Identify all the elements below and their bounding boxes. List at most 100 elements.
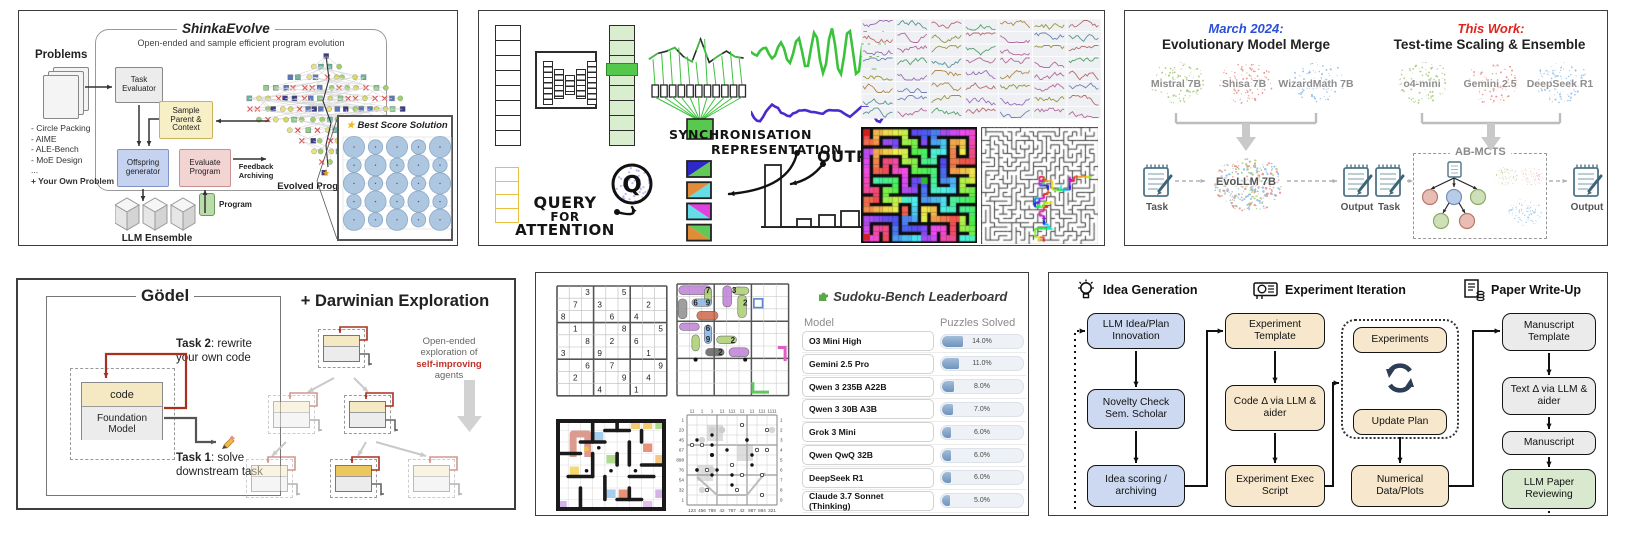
dense-maze-image [981,127,1098,244]
best-score-header: ★ Best Score Solution [339,120,455,131]
svg-text:894: 894 [758,508,766,513]
svg-text:42: 42 [739,508,745,513]
wizardmath-label: WizardMath 7B [1278,78,1354,90]
wizardmath-brain-icon [1287,61,1345,107]
numerical-data-box: Numerical Data/Plots [1351,465,1449,507]
for-word: FOR [550,210,580,224]
svg-text:4: 4 [646,374,651,383]
shinka-subtitle: Open-ended and sample efficient program … [137,38,345,48]
manuscript-template-box: Manuscript Template [1502,313,1596,351]
leaderboard-model-cell: DeepSeek R1 [802,467,934,488]
note-line2: exploration of [420,347,478,359]
problem-item: - MoE Design [31,154,83,165]
svg-text:9: 9 [622,374,627,383]
llm-ensemble-label: LLM Ensemble [121,233,193,244]
search-tree-icon [1421,161,1487,230]
model-merge-title: Evolutionary Model Merge [1161,37,1331,52]
svg-text:9: 9 [597,349,602,358]
puzzles-solved-bar: 5.0% [940,493,1024,509]
svg-text:6: 6 [693,299,698,308]
o4-mini-label: o4-mini [1403,78,1441,90]
abmcts-box: AB-MCTS [1413,146,1547,239]
llm-ensemble-icon [115,197,196,231]
lightbulb-icon [1078,279,1094,299]
llm-paper-reviewing-box: LLM Paper Reviewing [1502,469,1596,509]
leaderboard-model-cell: Grok 3 Mini [802,422,934,443]
novelty-check-box: Novelty Check Sem. Scholar [1087,389,1185,429]
test-time-title: Test-time Scaling & Ensemble [1393,37,1586,52]
march-2024-tag: March 2024: [1208,21,1284,36]
task2-rest: : rewrite your own code [176,338,252,364]
pencil-icon [222,435,235,449]
svg-text:8: 8 [622,325,627,334]
svg-text:6: 6 [706,324,711,333]
task2-bold: Task 2 [176,338,211,350]
evollm-label: EvoLLM 7B [1216,176,1276,188]
green-band-icon [606,63,638,76]
output-label-left: Output [1340,202,1374,213]
note-self-improving: self-improving [416,358,482,370]
svg-text:8: 8 [780,488,783,493]
svg-text:456: 456 [698,508,706,513]
svg-text:7: 7 [610,361,615,370]
task-notepad-icon [1141,163,1173,199]
idea-generation-header: Idea Generation [1103,283,1198,297]
problem-item-own: + Your Own Problem [31,175,115,186]
paper-writeup-header: Paper Write-Up [1491,283,1582,297]
problem-item: - ALE-Bench [31,144,79,154]
svg-text:45: 45 [679,438,685,443]
puzzles-solved-value: 7.0% [974,405,990,413]
cycle-icon [1386,363,1414,393]
problem-item: ... [31,165,39,175]
text-delta-box: Text Δ via LLM & aider [1502,377,1596,415]
open-ended-note: Open-ended exploration of self-improving… [412,336,486,382]
svg-text:111: 111 [759,409,766,414]
svg-text:11: 11 [720,409,725,414]
evollm-brain-icon [1209,157,1283,215]
shinka-title: ShinkaEvolve [177,21,275,36]
o4-mini-brain-icon [1393,61,1451,107]
mini-columns-icon [535,51,597,109]
puzzles-solved-bar: 6.0% [940,424,1024,440]
svg-text:1: 1 [780,418,783,423]
green-activations-column-icon [609,25,635,147]
gpu-icon [1253,282,1278,299]
paper-icon [1464,279,1485,301]
svg-text:1: 1 [681,418,684,423]
query-for-attention-label: QUERY FOR ATTENTION [515,195,615,238]
svg-text:42: 42 [719,508,725,513]
car-sudoku-variant: 7 36 9 269 22 [676,283,790,397]
puzzles-solved-bar: 7.0% [940,401,1024,417]
svg-text:111: 111 [729,409,736,414]
mistral-label: Mistral 7B [1150,78,1202,90]
agent-box: code Foundation Model [81,382,163,440]
code-box: code [82,383,162,407]
svg-text:1: 1 [646,349,651,358]
svg-text:54: 54 [679,478,685,483]
puzzles-solved-bar: 8.0% [940,379,1024,395]
this-work-tag: This Work: [1457,21,1525,36]
abmcts-label: AB-MCTS [1450,146,1511,158]
puzzles-solved-bar: 6.0% [940,447,1024,463]
panel-darwin-godel: Gödel code Foundation Model Task 2: rewr… [16,278,516,510]
svg-text:2: 2 [731,336,736,345]
task-evaluator-box: Task Evaluator [115,67,163,103]
svg-text:2: 2 [573,374,578,383]
yellow-column-icon [495,167,519,223]
puzzles-solved-value: 6.0% [974,474,990,482]
query-word: QUERY [533,193,597,212]
puzzles-solved-bar: 11.0% [940,356,1024,372]
svg-text:4: 4 [780,448,783,453]
svg-text:3: 3 [561,349,566,358]
svg-text:6: 6 [585,361,590,370]
panel-abmcts: March 2024: Evolutionary Model Merge Thi… [1124,10,1608,246]
model-column-header: Model [804,317,834,329]
problems-label: Problems [35,49,88,61]
problem-item: - Circle Packing [31,123,91,133]
mistral-brain-icon [1147,61,1205,107]
best-score-box: ★ Best Score Solution [337,115,453,241]
note-line4: agents [434,370,464,382]
update-plan-box: Update Plan [1353,409,1447,435]
svg-text:76: 76 [679,468,685,473]
